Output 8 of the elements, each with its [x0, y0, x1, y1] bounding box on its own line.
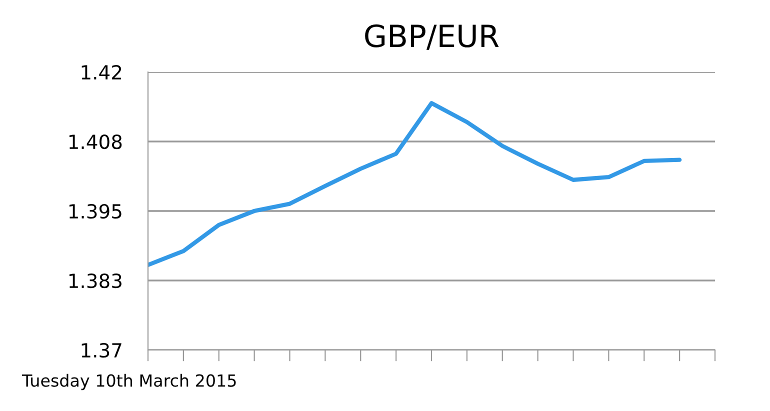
y-tick-label: 1.383 — [69, 273, 122, 288]
chart-title: GBP/EUR — [365, 24, 499, 50]
y-tick-label: 1.37 — [82, 342, 122, 358]
x-axis-title: Tuesday 10th March 2015 — [22, 374, 236, 390]
y-tick-label: 1.408 — [69, 134, 122, 150]
y-tick-label: 1.395 — [69, 204, 122, 219]
line-series — [148, 101, 682, 268]
y-tick-label: 1.42 — [82, 64, 122, 80]
